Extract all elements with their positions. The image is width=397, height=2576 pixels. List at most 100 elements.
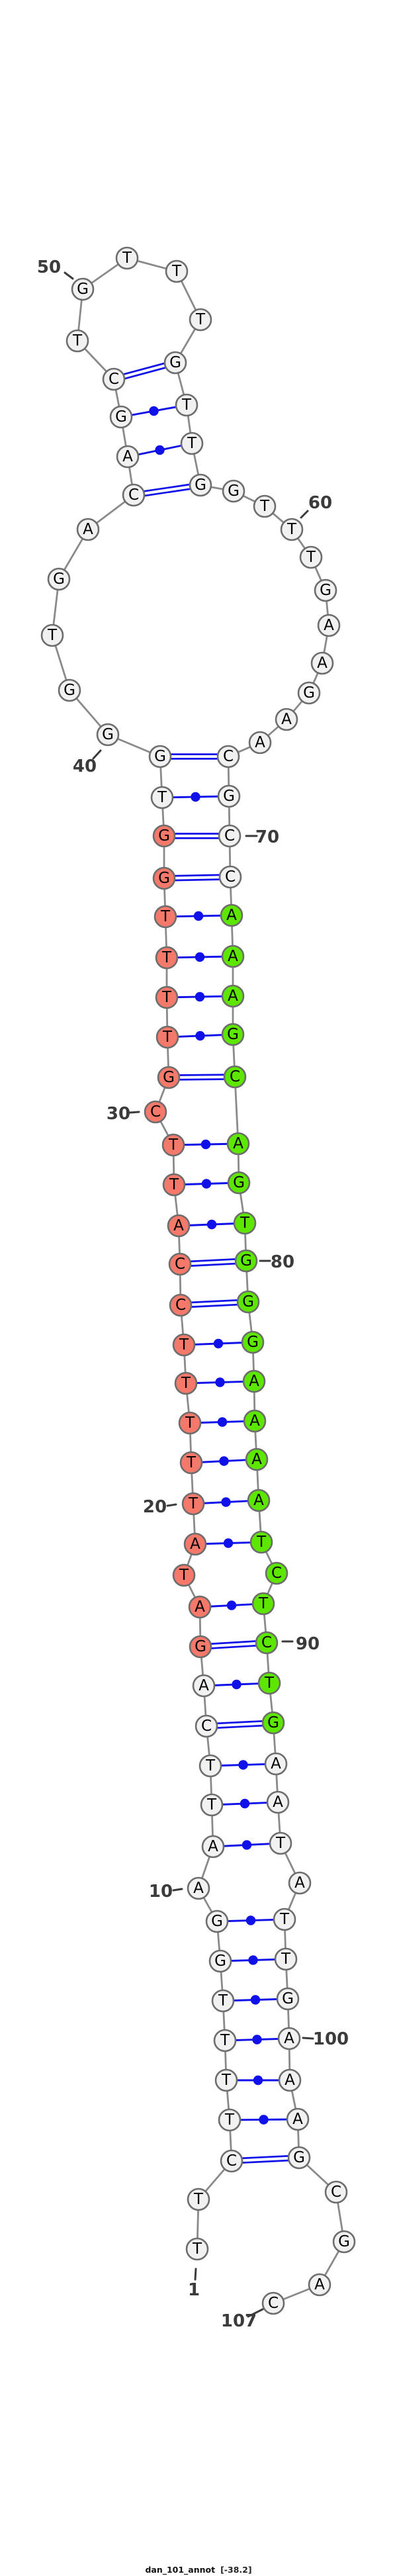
nucleotide-95-T[interactable] (269, 1831, 292, 1855)
nucleotide-4-T[interactable] (218, 2108, 242, 2132)
nucleotide-39-G[interactable] (148, 745, 172, 768)
nucleotide-89-T[interactable] (251, 1592, 275, 1616)
nucleotide-54-G[interactable] (163, 351, 187, 375)
nucleotide-28-T[interactable] (162, 1173, 186, 1197)
nucleotide-104-C[interactable] (324, 2180, 348, 2204)
nucleotide-33-T[interactable] (155, 986, 179, 1009)
nucleotide-43-G[interactable] (47, 567, 71, 591)
nucleotide-103-G[interactable] (287, 2146, 311, 2170)
nucleotide-17-A[interactable] (188, 1595, 212, 1619)
nucleotide-45-C[interactable] (122, 483, 146, 507)
nucleotide-72-A[interactable] (220, 903, 243, 927)
nucleotide-19-A[interactable] (183, 1532, 207, 1556)
nucleotide-53-T[interactable] (189, 308, 212, 332)
nucleotide-81-G[interactable] (236, 1290, 260, 1314)
nucleotide-8-G[interactable] (208, 1949, 232, 1973)
nucleotide-3-C[interactable] (220, 2149, 243, 2173)
nucleotide-83-A[interactable] (242, 1369, 266, 1393)
nucleotide-73-A[interactable] (221, 944, 245, 968)
nucleotide-90-C[interactable] (255, 1631, 279, 1655)
nucleotide-58-G[interactable] (222, 479, 245, 503)
nucleotide-86-A[interactable] (247, 1489, 271, 1512)
nucleotide-10-A[interactable] (187, 1876, 210, 1900)
nucleotide-106-A[interactable] (308, 2273, 331, 2297)
nucleotide-87-T[interactable] (249, 1530, 273, 1554)
nucleotide-62-G[interactable] (314, 578, 337, 602)
nucleotide-69-G[interactable] (217, 784, 241, 808)
nucleotide-84-A[interactable] (243, 1409, 267, 1433)
nucleotide-80-G[interactable] (234, 1249, 258, 1273)
nucleotide-18-T[interactable] (172, 1563, 196, 1587)
nucleotide-36-G[interactable] (152, 866, 176, 890)
nucleotide-74-A[interactable] (221, 984, 245, 1008)
nucleotide-88-C[interactable] (265, 1561, 288, 1585)
nucleotide-61-T[interactable] (299, 545, 323, 569)
nucleotide-20-T[interactable] (181, 1492, 205, 1516)
nucleotide-92-G[interactable] (261, 1711, 285, 1735)
nucleotide-48-C[interactable] (102, 367, 126, 391)
nucleotide-6-T[interactable] (213, 2029, 237, 2052)
nucleotide-9-G[interactable] (205, 1909, 229, 1933)
nucleotide-37-G[interactable] (152, 824, 176, 848)
nucleotide-30-C[interactable] (144, 1100, 167, 1124)
nucleotide-66-A[interactable] (275, 708, 298, 731)
nucleotide-75-G[interactable] (221, 1023, 245, 1046)
nucleotide-23-T[interactable] (174, 1371, 198, 1395)
nucleotide-94-A[interactable] (266, 1790, 290, 1814)
nucleotide-101-A[interactable] (278, 2068, 302, 2092)
nucleotide-49-T[interactable] (66, 329, 89, 353)
nucleotide-46-A[interactable] (116, 445, 140, 469)
nucleotide-15-A[interactable] (192, 1674, 216, 1698)
nucleotide-51-T[interactable] (115, 246, 139, 270)
nucleotide-63-A[interactable] (317, 614, 341, 637)
nucleotide-82-G[interactable] (241, 1330, 265, 1354)
nucleotide-22-T[interactable] (178, 1411, 202, 1435)
nucleotide-65-G[interactable] (297, 681, 321, 705)
nucleotide-105-G[interactable] (332, 2230, 356, 2254)
nucleotide-98-T[interactable] (274, 1947, 298, 1971)
nucleotide-14-C[interactable] (195, 1714, 218, 1738)
nucleotide-70-C[interactable] (218, 824, 242, 848)
nucleotide-2-T[interactable] (187, 2187, 210, 2211)
nucleotide-77-A[interactable] (226, 1132, 250, 1156)
nucleotide-102-A[interactable] (286, 2107, 310, 2131)
nucleotide-55-T[interactable] (175, 393, 198, 417)
nucleotide-13-T[interactable] (198, 1754, 222, 1778)
nucleotide-99-G[interactable] (276, 1987, 300, 2011)
nucleotide-25-C[interactable] (169, 1293, 193, 1317)
nucleotide-79-T[interactable] (233, 1211, 257, 1235)
nucleotide-16-G[interactable] (189, 1635, 212, 1659)
nucleotide-11-A[interactable] (201, 1835, 225, 1859)
nucleotide-5-T[interactable] (214, 2068, 238, 2092)
nucleotide-97-T[interactable] (273, 1908, 296, 1931)
nucleotide-42-T[interactable] (40, 623, 64, 647)
nucleotide-21-T[interactable] (179, 1451, 203, 1475)
nucleotide-57-G[interactable] (189, 473, 212, 497)
nucleotide-107-C[interactable] (261, 2291, 285, 2315)
nucleotide-29-T[interactable] (161, 1133, 185, 1157)
nucleotide-60-T[interactable] (280, 518, 304, 541)
nucleotide-27-A[interactable] (167, 1214, 191, 1238)
nucleotide-12-T[interactable] (200, 1793, 224, 1817)
nucleotide-67-A[interactable] (248, 731, 272, 755)
nucleotide-7-T[interactable] (211, 1989, 235, 2013)
nucleotide-68-C[interactable] (216, 745, 240, 768)
nucleotide-38-T[interactable] (150, 786, 174, 809)
nucleotide-35-T[interactable] (154, 905, 177, 929)
nucleotide-71-C[interactable] (218, 865, 242, 889)
nucleotide-100-A[interactable] (277, 2027, 301, 2050)
nucleotide-91-T[interactable] (257, 1671, 281, 1695)
nucleotide-50-G[interactable] (71, 277, 95, 301)
nucleotide-56-T[interactable] (180, 432, 204, 455)
nucleotide-24-T[interactable] (172, 1333, 196, 1357)
nucleotide-76-C[interactable] (223, 1065, 247, 1089)
nucleotide-41-G[interactable] (58, 678, 81, 702)
nucleotide-32-T[interactable] (155, 1025, 179, 1049)
nucleotide-52-T[interactable] (165, 259, 189, 283)
nucleotide-64-A[interactable] (310, 651, 334, 675)
nucleotide-1-T[interactable] (185, 2237, 209, 2261)
nucleotide-34-T[interactable] (155, 946, 179, 970)
nucleotide-78-G[interactable] (227, 1171, 251, 1195)
nucleotide-40-G[interactable] (96, 723, 120, 747)
nucleotide-93-A[interactable] (264, 1752, 288, 1776)
